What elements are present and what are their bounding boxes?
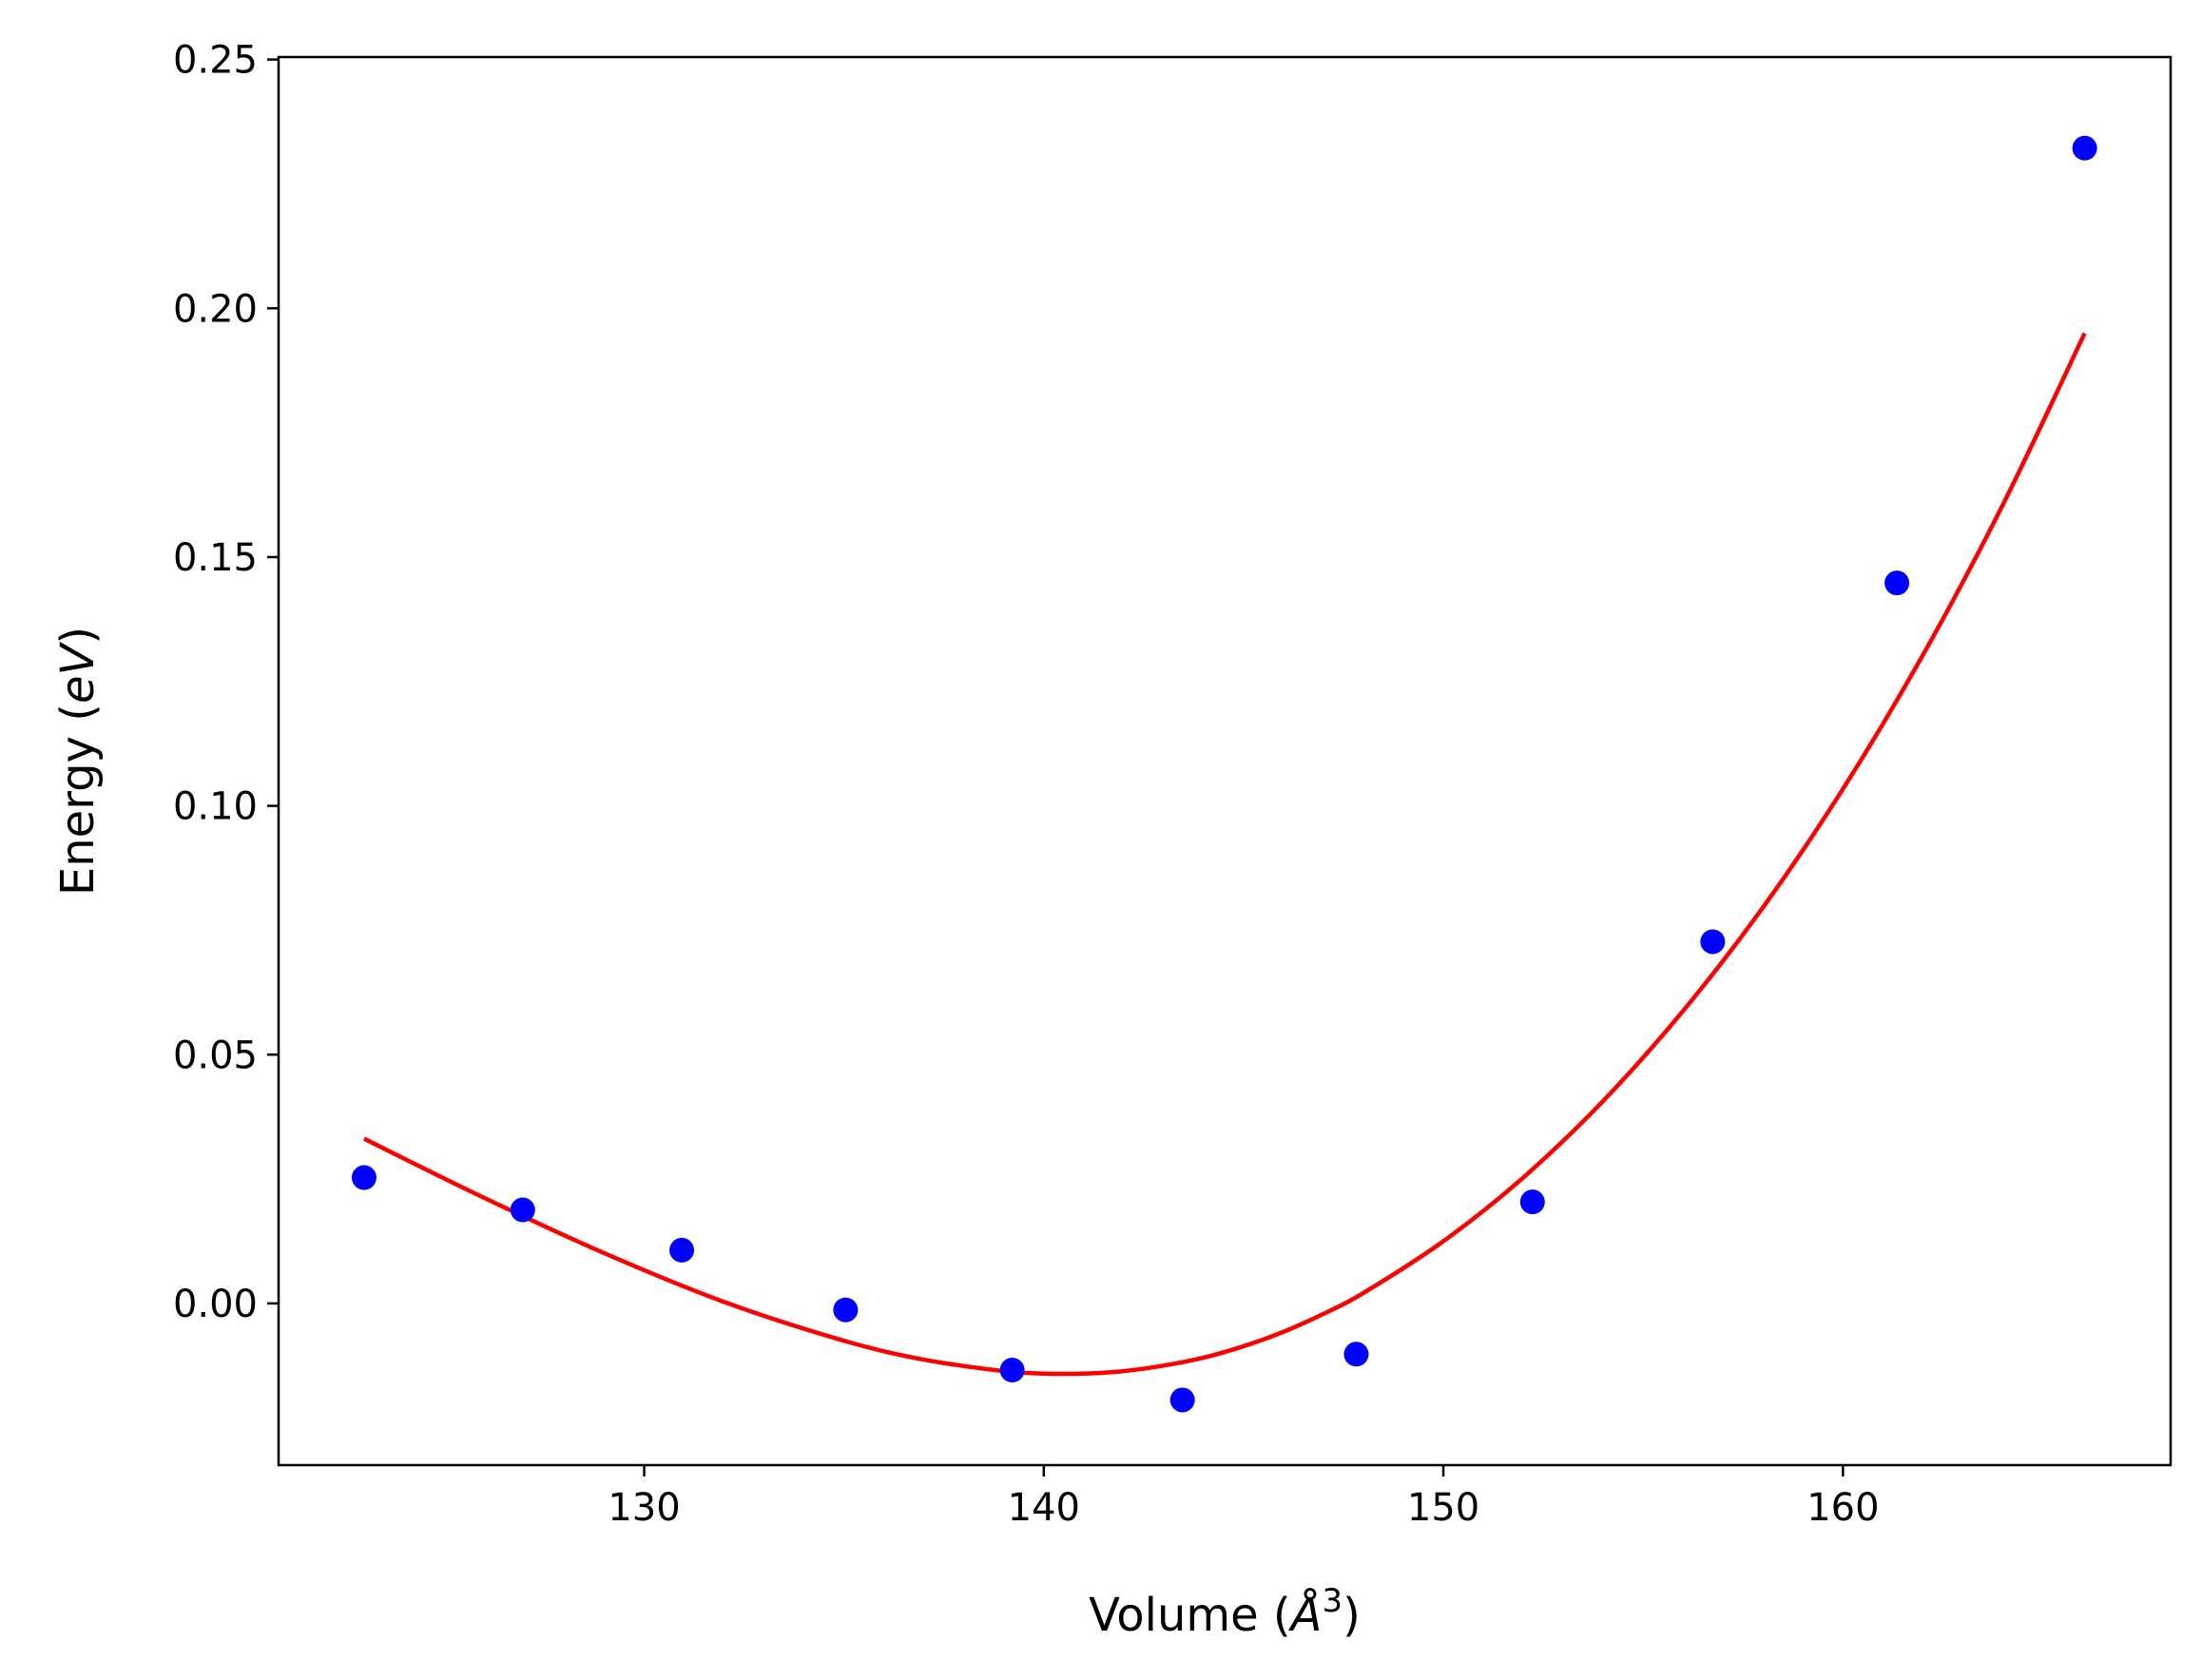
y-tick-label: 0.25 [173,39,258,83]
y-tick-label: 0.10 [173,785,258,829]
x-axis-label-prefix: Volume ( [1089,1589,1291,1642]
data-point [1169,1387,1195,1413]
data-point [1343,1342,1369,1367]
y-axis-label: Energy (eV) [51,627,105,896]
x-axis-ticks: 130 140 150 160 [608,1465,1880,1530]
fit-curve [362,332,2087,1377]
data-point [1884,570,1910,596]
x-axis-label-suffix: ) [1342,1589,1361,1642]
x-axis-label-symbol: Å [1288,1588,1323,1642]
x-tick-label: 140 [1008,1486,1080,1530]
data-point [510,1197,535,1223]
x-axis-label: Volume (Å3) [1089,1582,1361,1642]
y-tick-label: 0.20 [173,287,258,331]
data-point [1700,929,1726,955]
y-tick-label: 0.00 [173,1283,258,1326]
x-tick-label: 160 [1806,1486,1879,1530]
data-point [351,1165,377,1190]
x-tick-label: 130 [608,1486,680,1530]
y-axis-label-symbol: eV [51,642,105,705]
y-axis-label-prefix: Energy ( [51,704,105,896]
y-axis-ticks: 0.00 0.05 0.10 0.15 0.20 0.25 [173,39,279,1326]
data-point [999,1358,1025,1383]
y-axis-label-suffix: ) [51,627,105,645]
series-layer [351,135,2097,1413]
x-axis-label-superscript: 3 [1322,1582,1342,1620]
data-point [2072,135,2097,161]
y-tick-label: 0.05 [173,1033,258,1077]
data-point [833,1297,859,1323]
y-tick-label: 0.15 [173,536,258,580]
data-point [1519,1189,1545,1215]
plot-area [277,55,2173,1467]
data-point [669,1237,695,1263]
x-tick-label: 150 [1407,1486,1479,1530]
